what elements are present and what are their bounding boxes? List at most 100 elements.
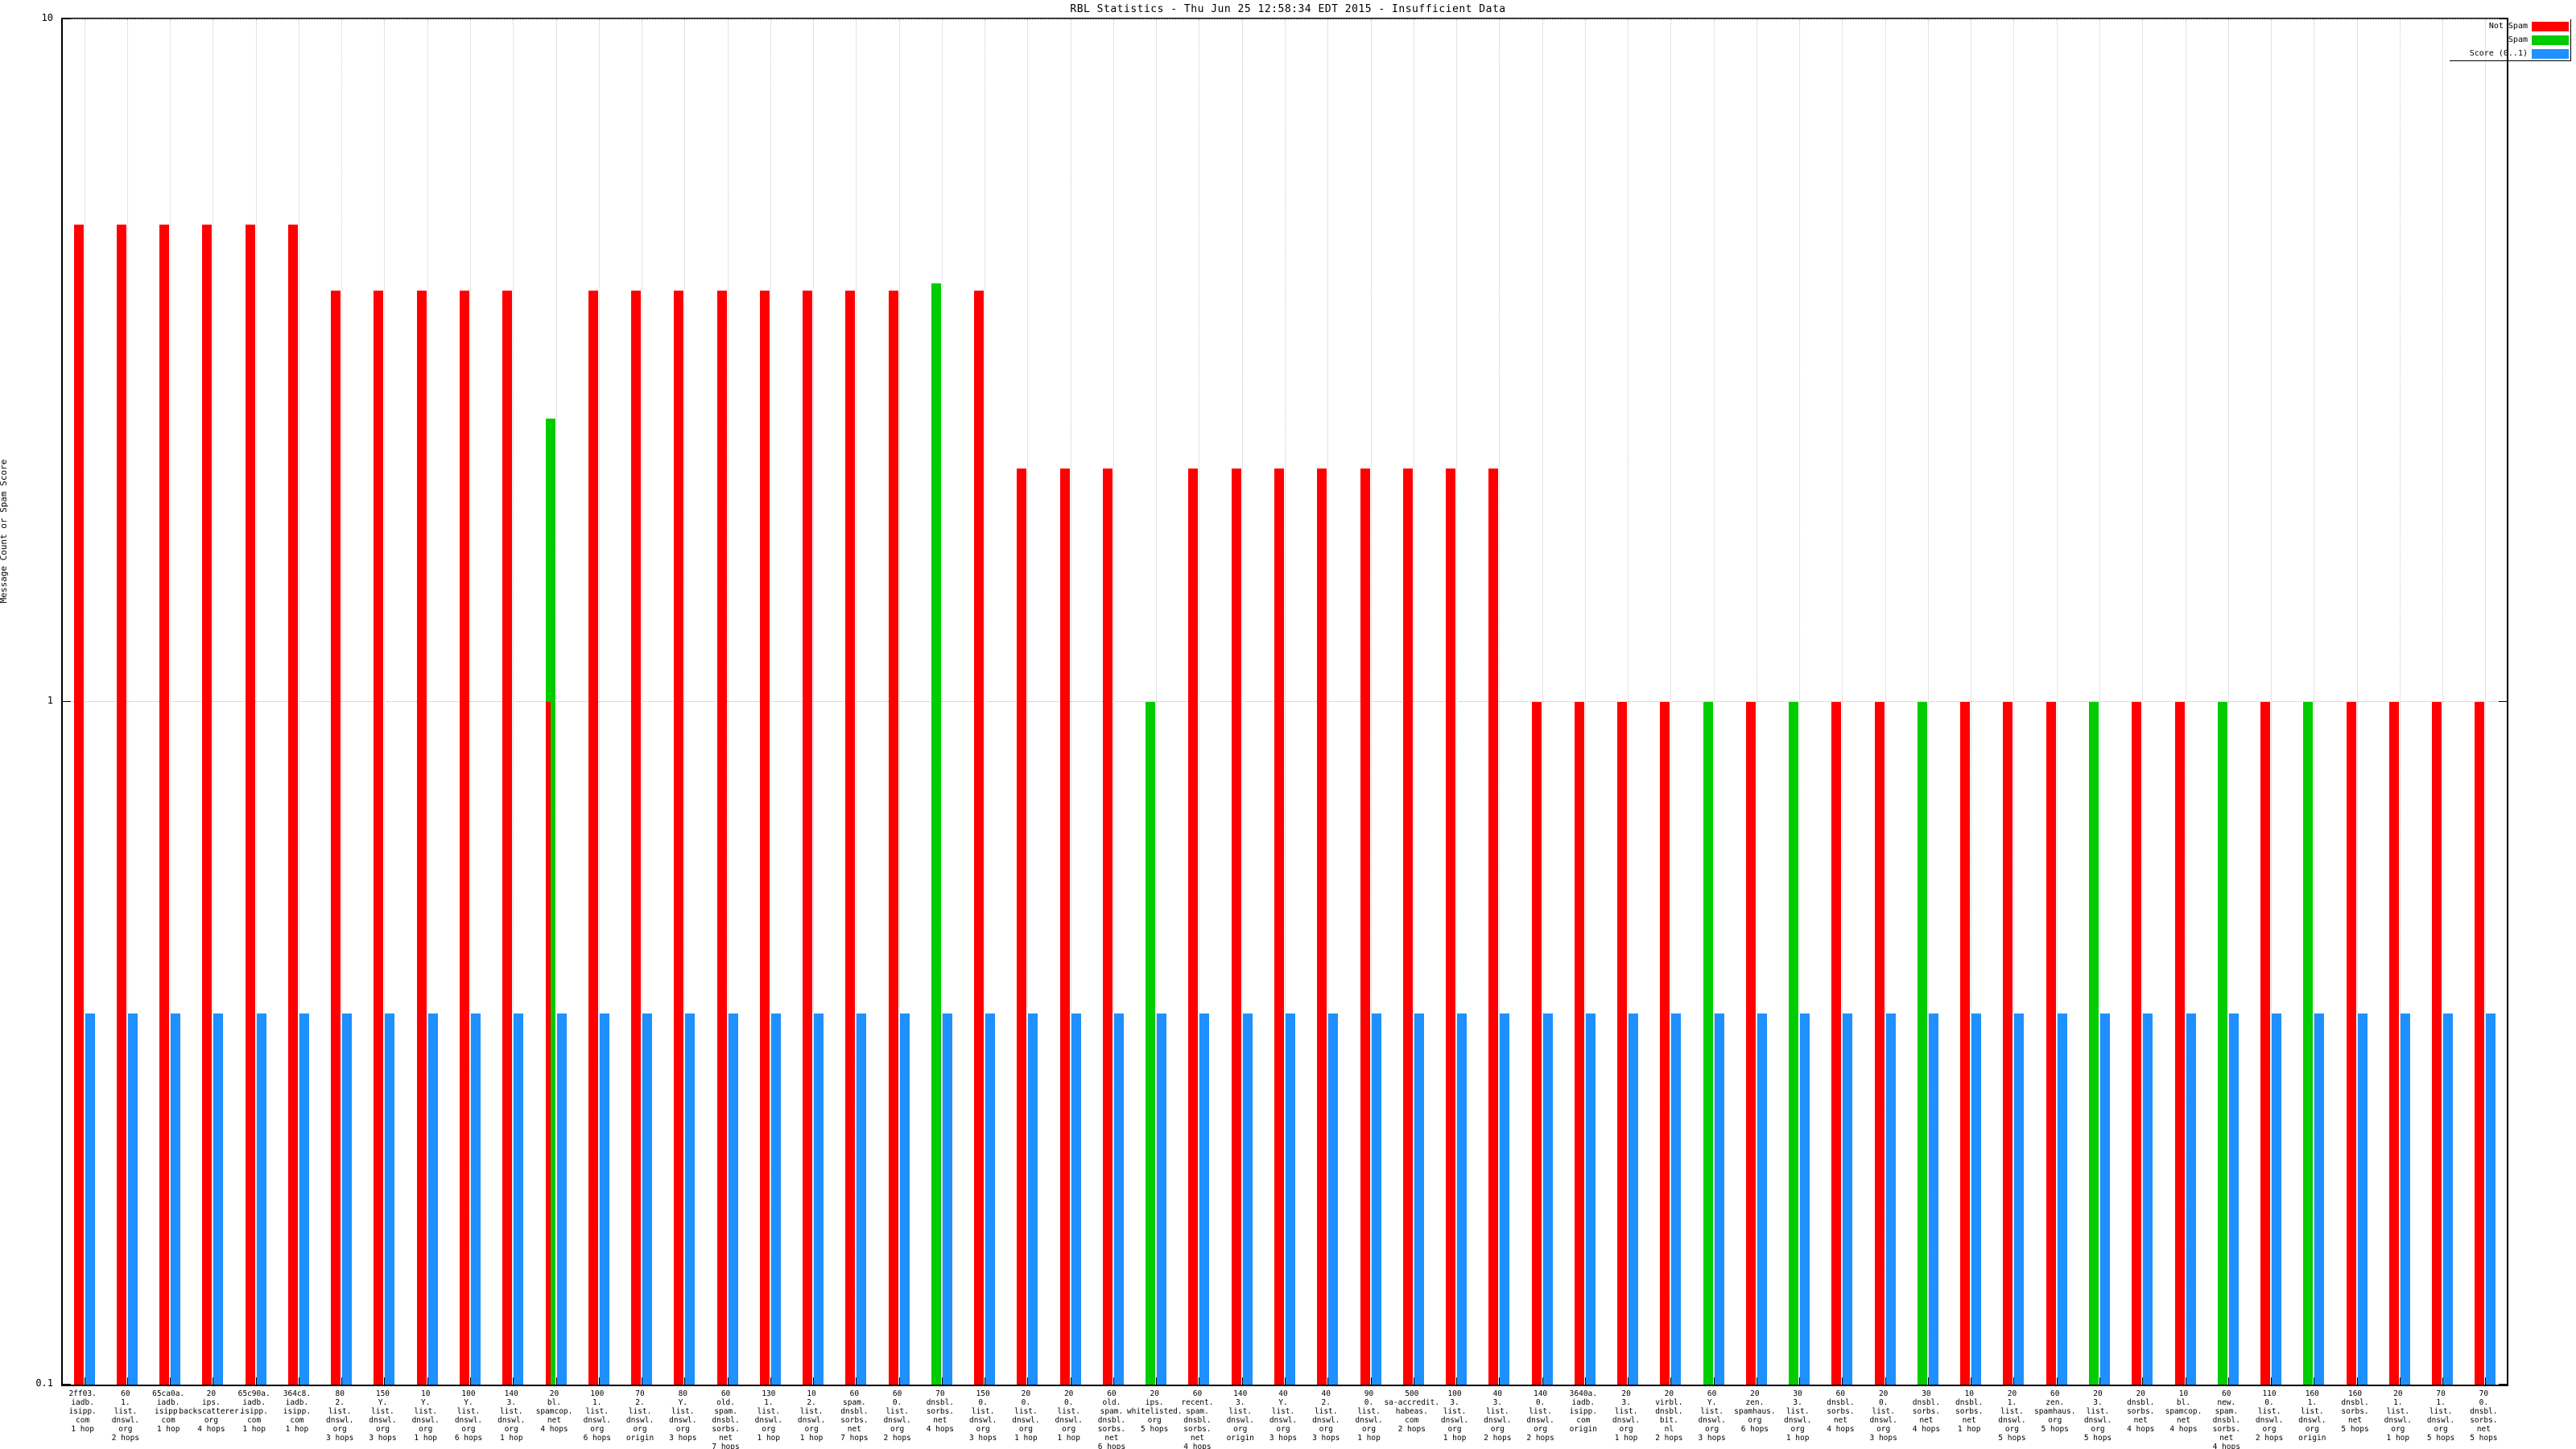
- x-gridline: [255, 19, 257, 1385]
- x-gridline: [1456, 19, 1458, 1385]
- bar-score: [256, 1013, 266, 1385]
- legend-swatch-score: [2532, 48, 2569, 59]
- bar-not-spam-count: [759, 291, 770, 1385]
- bar-score: [1028, 1013, 1038, 1385]
- x-tick-label: 10 bl. spamcop. net 4 hops: [2165, 1389, 2202, 1434]
- bar-score: [1071, 1013, 1081, 1385]
- bar-score: [2357, 1013, 2368, 1385]
- legend-swatch-not-spam: [2532, 21, 2569, 31]
- x-tick-label: 20 virbl. dnsbl. bit. nl 2 hops: [1655, 1389, 1683, 1443]
- bar-score: [985, 1013, 996, 1385]
- y-axis-label: Message Count or Spam Score: [0, 459, 9, 604]
- x-gridline: [856, 19, 857, 1385]
- bar-score: [2186, 1013, 2196, 1385]
- x-tick-label: 60 0. list. dnswl. org 2 hops: [883, 1389, 911, 1443]
- x-tick-label: 10 dnsbl. sorbs. net 1 hop: [1955, 1389, 1984, 1434]
- bar-score: [1113, 1013, 1124, 1385]
- x-gridline: [170, 19, 171, 1385]
- x-tick-label: 140 3. list. dnswl. org origin: [1226, 1389, 1254, 1443]
- x-tick-mark: [813, 1377, 815, 1385]
- x-tick-label: 80 2. list. dnswl. org 3 hops: [326, 1389, 354, 1443]
- x-tick-label: 60 1. list. dnswl. org 2 hops: [111, 1389, 140, 1443]
- bar-score: [1885, 1013, 1896, 1385]
- x-tick-mark: [1885, 1377, 1886, 1385]
- x-tick-label: 150 Y. list. dnswl. org 3 hops: [369, 1389, 397, 1443]
- x-tick-label: 80 Y. list. dnswl. org 3 hops: [669, 1389, 697, 1443]
- bar-score: [1629, 1013, 1639, 1385]
- bar-spam-count: [1917, 702, 1927, 1385]
- bar-score: [2100, 1013, 2110, 1385]
- x-tick-label: 100 Y. list. dnswl. org 6 hops: [454, 1389, 483, 1443]
- bar-score: [1671, 1013, 1682, 1385]
- bar-not-spam-count: [1446, 468, 1456, 1385]
- x-tick-mark: [1113, 1377, 1114, 1385]
- bar-spam-count: [2217, 702, 2227, 1385]
- x-gridline: [555, 19, 557, 1385]
- x-tick-label: 70 0. dnsbl. sorbs. net 5 hops: [2470, 1389, 2498, 1443]
- bar-score: [2143, 1013, 2153, 1385]
- bar-score: [1242, 1013, 1253, 1385]
- x-tick-label: 160 1. list. dnswl. org origin: [2298, 1389, 2326, 1443]
- bar-score: [1542, 1013, 1553, 1385]
- x-gridline: [1499, 19, 1501, 1385]
- x-gridline: [384, 19, 386, 1385]
- bar-spam-count: [1789, 702, 1799, 1385]
- x-tick-mark: [598, 1377, 600, 1385]
- bar-score: [899, 1013, 910, 1385]
- x-gridline: [341, 19, 343, 1385]
- bar-not-spam-count: [202, 225, 213, 1385]
- y-tick-label: 1: [47, 695, 53, 706]
- legend-item-spam: Spam: [2450, 33, 2570, 47]
- y-tick-mark: [2499, 1384, 2507, 1385]
- x-tick-label: 500 sa-accredit. habeas. com 2 hops: [1384, 1389, 1440, 1434]
- bar-not-spam-count: [1231, 468, 1241, 1385]
- bar-not-spam-count: [803, 291, 813, 1385]
- x-tick-mark: [2227, 1377, 2229, 1385]
- x-tick-mark: [1327, 1377, 1329, 1385]
- x-gridline: [1927, 19, 1929, 1385]
- x-tick-label: 10 Y. list. dnswl. org 1 hop: [411, 1389, 440, 1443]
- bar-not-spam-count: [2003, 702, 2013, 1385]
- bar-not-spam-count: [2260, 702, 2271, 1385]
- bar-secondary-count: [545, 702, 551, 1385]
- bar-not-spam-count: [1831, 702, 1842, 1385]
- bar-score: [514, 1013, 524, 1385]
- bar-score: [299, 1013, 309, 1385]
- x-tick-mark: [770, 1377, 771, 1385]
- x-tick-label: 20 0. list. dnswl. org 1 hop: [1055, 1389, 1083, 1443]
- bar-not-spam-count: [1531, 702, 1542, 1385]
- x-gridline: [1670, 19, 1672, 1385]
- bar-not-spam-count: [716, 291, 727, 1385]
- x-gridline: [2442, 19, 2444, 1385]
- x-gridline: [2013, 19, 2015, 1385]
- x-tick-label: 70 1. list. dnswl. org 5 hops: [2426, 1389, 2455, 1443]
- bar-not-spam-count: [1317, 468, 1327, 1385]
- x-tick-mark: [941, 1377, 943, 1385]
- x-tick-mark: [2485, 1377, 2487, 1385]
- x-gridline: [470, 19, 471, 1385]
- x-tick-label: 40 2. list. dnswl. org 3 hops: [1312, 1389, 1340, 1443]
- bar-not-spam-count: [1059, 468, 1070, 1385]
- x-gridline: [2271, 19, 2273, 1385]
- bar-not-spam-count: [974, 291, 985, 1385]
- legend-item-score: Score (0..1): [2450, 47, 2570, 60]
- bar-score: [2228, 1013, 2239, 1385]
- x-tick-mark: [684, 1377, 686, 1385]
- x-gridline: [1370, 19, 1372, 1385]
- x-gridline: [727, 19, 729, 1385]
- x-gridline: [1027, 19, 1029, 1385]
- x-tick-label: 20 ips. whitelisted. org 5 hops: [1126, 1389, 1183, 1434]
- x-tick-label: 60 recent. spam. dnsbl. sorbs. net 4 hop…: [1181, 1389, 1214, 1449]
- x-gridline: [1285, 19, 1286, 1385]
- x-tick-label: 70 dnsbl. sorbs. net 4 hops: [926, 1389, 955, 1434]
- bar-score: [427, 1013, 438, 1385]
- bar-not-spam-count: [1745, 702, 1756, 1385]
- bar-not-spam-count: [1188, 468, 1199, 1385]
- bar-score: [1457, 1013, 1468, 1385]
- bar-score: [1328, 1013, 1339, 1385]
- bar-score: [342, 1013, 353, 1385]
- x-tick-mark: [1628, 1377, 1629, 1385]
- x-tick-label: 20 dnsbl. sorbs. net 4 hops: [2127, 1389, 2155, 1434]
- x-gridline: [1327, 19, 1329, 1385]
- x-tick-mark: [1499, 1377, 1501, 1385]
